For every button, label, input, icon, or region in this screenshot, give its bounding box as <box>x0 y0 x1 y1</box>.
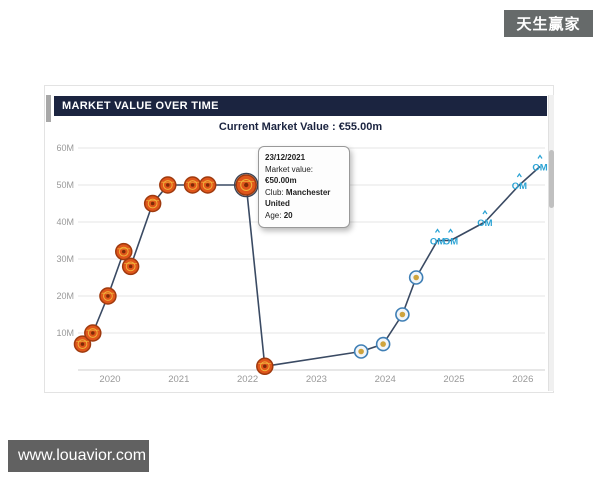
badge-center-dot <box>122 249 126 254</box>
tooltip-age-row: Age: 20 <box>265 210 293 220</box>
data-point-marseille-15[interactable]: OM <box>430 228 445 248</box>
y-tick-40M: 40M <box>56 217 74 227</box>
tooltip-date: 23/12/2021 <box>265 153 306 162</box>
data-point-manutd-0[interactable] <box>73 335 92 353</box>
badge-center-dot <box>358 348 364 355</box>
marseille-badge-icon: OM <box>512 181 527 192</box>
data-point-manutd-2[interactable] <box>99 287 117 305</box>
badge-inner-ring <box>187 180 198 190</box>
badge-inner-ring <box>125 261 136 272</box>
badge-inner-ring <box>240 179 253 191</box>
y-tick-10M: 10M <box>56 328 74 338</box>
x-tick-2026: 2026 <box>512 374 533 385</box>
badge-center-dot <box>106 294 110 298</box>
data-point-marseille-17[interactable]: OM <box>477 209 493 229</box>
data-point-manutd-10[interactable] <box>256 357 274 376</box>
om-star-icon <box>482 209 488 215</box>
panel-scrollbar[interactable] <box>548 95 554 391</box>
badge-center-dot <box>399 311 406 318</box>
x-tick-2022: 2022 <box>237 374 258 385</box>
current-market-value-text: Current Market Value : €55.00m <box>218 121 383 133</box>
badge-inner-ring <box>118 246 129 257</box>
site-watermark-top-right: 天生赢家 <box>504 10 593 37</box>
data-point-manutd-3[interactable] <box>115 242 133 261</box>
y-tick-50M: 50M <box>56 180 74 190</box>
data-point-manutd-7[interactable] <box>183 176 202 194</box>
scrollbar-thumb[interactable] <box>549 150 554 208</box>
x-tick-2023: 2023 <box>306 374 327 385</box>
data-point-manutd-8[interactable] <box>198 176 217 194</box>
tooltip-market-value-row: Market value: €50.00m <box>265 164 314 186</box>
data-point-manutd-4[interactable] <box>121 257 140 276</box>
badge-center-dot <box>150 201 155 206</box>
badge-center-dot <box>380 341 386 347</box>
data-point-manutd-5[interactable] <box>143 194 162 213</box>
data-point-manutd-1[interactable] <box>84 324 102 342</box>
badge-inner-ring <box>87 328 98 338</box>
badge-center-dot <box>128 264 133 269</box>
data-point-manutd-9[interactable] <box>233 172 259 198</box>
badge-inner-ring <box>147 198 158 209</box>
marseille-badge-icon: OM <box>430 237 445 248</box>
y-tick-60M: 60M <box>56 143 74 153</box>
chart-tooltip: 23/12/2021 Market value: €50.00m Club: M… <box>258 146 350 228</box>
badge-center-dot <box>166 183 170 187</box>
site-watermark-bottom-left: www.louavior.com <box>8 440 149 472</box>
data-point-getafe-13[interactable] <box>395 307 410 322</box>
badge-inner-ring <box>103 291 113 301</box>
tooltip-club-row: Club: Manchester United <box>265 187 331 209</box>
badge-center-dot <box>80 342 85 346</box>
badge-center-dot <box>244 182 249 188</box>
om-star-icon <box>448 228 454 233</box>
x-tick-2021: 2021 <box>168 374 189 385</box>
badge-center-dot <box>413 274 419 281</box>
x-tick-2025: 2025 <box>443 374 464 385</box>
data-point-marseille-16[interactable]: OM <box>443 228 458 248</box>
badge-center-dot <box>263 364 267 369</box>
data-point-getafe-14[interactable] <box>408 270 424 285</box>
om-star-icon <box>434 228 440 233</box>
panel-title: MARKET VALUE OVER TIME <box>54 96 547 116</box>
data-point-getafe-12[interactable] <box>375 336 391 352</box>
marseille-badge-icon: OM <box>477 218 492 229</box>
om-star-icon <box>537 154 543 159</box>
y-tick-30M: 30M <box>56 254 74 264</box>
data-point-getafe-11[interactable] <box>353 344 369 359</box>
x-tick-2024: 2024 <box>375 374 396 385</box>
badge-center-dot <box>91 331 95 335</box>
badge-inner-ring <box>162 180 173 190</box>
marseille-badge-icon: OM <box>532 163 547 174</box>
highlight-ring <box>233 172 259 198</box>
badge-inner-ring <box>259 361 270 372</box>
data-point-manutd-6[interactable] <box>159 176 177 194</box>
x-tick-2020: 2020 <box>99 374 120 385</box>
data-point-marseille-19[interactable]: OM <box>532 154 548 174</box>
badge-inner-ring <box>77 339 88 350</box>
market-value-panel <box>44 85 554 393</box>
header-accent-bar <box>46 95 51 122</box>
data-point-marseille-18[interactable]: OM <box>512 172 527 192</box>
badge-center-dot <box>205 183 210 187</box>
badge-inner-ring <box>202 180 213 190</box>
y-tick-20M: 20M <box>56 291 74 301</box>
marseille-badge-icon: OM <box>443 237 458 248</box>
om-star-icon <box>516 172 522 178</box>
badge-center-dot <box>190 183 195 187</box>
